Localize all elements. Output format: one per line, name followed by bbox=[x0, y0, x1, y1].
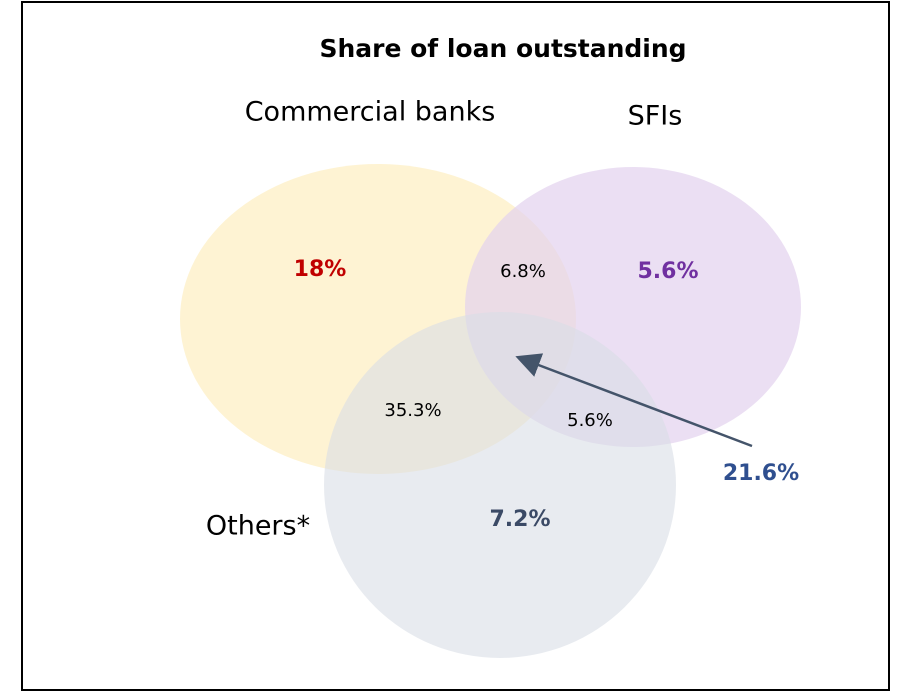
region-label: 7.2% bbox=[489, 507, 550, 532]
set-label: Others* bbox=[206, 511, 310, 542]
title: Share of loan outstanding bbox=[319, 34, 686, 63]
region-label: 35.3% bbox=[384, 400, 441, 421]
region-label: 21.6% bbox=[723, 461, 799, 486]
set-label: Commercial banks bbox=[245, 97, 496, 128]
region-label: 5.6% bbox=[637, 259, 698, 284]
region-label: 5.6% bbox=[567, 410, 613, 431]
region-label: 18% bbox=[294, 257, 347, 282]
region-label: 6.8% bbox=[500, 261, 546, 282]
arrow bbox=[515, 353, 753, 448]
set-others bbox=[324, 312, 676, 658]
set-label: SFIs bbox=[628, 101, 683, 132]
